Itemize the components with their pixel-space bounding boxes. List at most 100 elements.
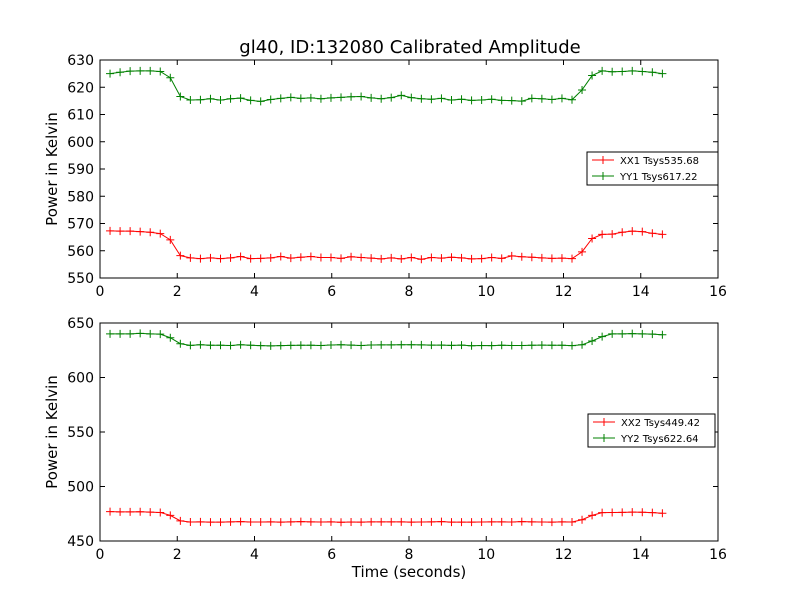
data-point-marker bbox=[598, 66, 607, 75]
data-point-marker bbox=[477, 96, 486, 105]
data-point-marker bbox=[276, 252, 285, 261]
data-point-marker bbox=[347, 92, 356, 101]
data-point-marker bbox=[166, 511, 175, 520]
y-tick-label: 620 bbox=[67, 80, 94, 96]
data-point-marker bbox=[447, 96, 456, 105]
series-xx1 bbox=[106, 226, 667, 264]
y-axis-label: Power in Kelvin bbox=[43, 112, 61, 226]
data-point-marker bbox=[628, 227, 637, 236]
data-point-marker bbox=[367, 517, 376, 526]
data-point-marker bbox=[467, 96, 476, 105]
data-point-marker bbox=[276, 94, 285, 103]
data-point-marker bbox=[578, 515, 587, 524]
data-point-marker bbox=[608, 508, 617, 517]
data-point-marker bbox=[568, 95, 576, 104]
data-point-marker bbox=[618, 329, 627, 338]
data-point-marker bbox=[246, 254, 255, 263]
x-tick-label: 2 bbox=[173, 547, 182, 563]
data-point-marker bbox=[176, 516, 185, 525]
data-point-marker bbox=[417, 340, 426, 349]
data-point-marker bbox=[296, 341, 305, 350]
data-point-marker bbox=[216, 254, 225, 263]
data-point-marker bbox=[568, 341, 576, 350]
data-point-marker bbox=[527, 253, 536, 262]
data-point-marker bbox=[276, 518, 285, 527]
data-point-marker bbox=[557, 94, 566, 103]
data-point-marker bbox=[487, 341, 496, 350]
legend-label: YY1 Tsys617.22 bbox=[619, 172, 698, 183]
y-tick-label: 450 bbox=[67, 534, 94, 550]
data-point-marker bbox=[557, 517, 566, 526]
data-point-marker bbox=[326, 93, 335, 102]
data-point-marker bbox=[638, 67, 647, 76]
data-point-marker bbox=[146, 329, 155, 338]
data-point-marker bbox=[367, 93, 376, 102]
data-point-marker bbox=[387, 253, 396, 262]
data-point-marker bbox=[648, 508, 657, 517]
data-point-marker bbox=[166, 73, 175, 82]
data-point-marker bbox=[437, 94, 446, 103]
data-point-marker bbox=[427, 95, 436, 104]
data-point-marker bbox=[106, 329, 115, 338]
data-point-marker bbox=[347, 252, 356, 261]
data-point-marker bbox=[377, 254, 386, 263]
data-point-marker bbox=[347, 518, 356, 527]
data-point-marker bbox=[407, 93, 416, 102]
data-point-marker bbox=[206, 94, 215, 103]
data-point-marker bbox=[156, 330, 165, 339]
data-point-marker bbox=[116, 329, 125, 338]
data-point-marker bbox=[638, 508, 647, 517]
data-point-marker bbox=[126, 507, 135, 516]
data-point-marker bbox=[497, 517, 506, 526]
data-point-marker bbox=[507, 341, 516, 350]
data-point-marker bbox=[588, 336, 597, 345]
data-point-marker bbox=[286, 254, 295, 263]
x-tick-label: 6 bbox=[327, 547, 336, 563]
data-point-marker bbox=[407, 340, 416, 349]
data-point-marker bbox=[397, 340, 406, 349]
legend-label: YY2 Tsys622.64 bbox=[620, 434, 699, 445]
lower-subplot: 0 2 4 6 8 10 12 14 16 450 500 550 600 650 Power in Kel… bbox=[43, 316, 727, 581]
data-point-marker bbox=[517, 341, 526, 350]
data-point-marker bbox=[578, 340, 587, 349]
legend: XX1 Tsys535.68 YY1 Tsys617.22 bbox=[586, 151, 719, 186]
x-tick-label: 10 bbox=[477, 284, 495, 300]
data-point-marker bbox=[367, 254, 376, 263]
chart-title: gl40, ID:132080 Calibrated Amplitude bbox=[239, 37, 580, 58]
data-point-marker bbox=[568, 254, 576, 263]
data-point-marker bbox=[196, 340, 205, 349]
data-point-marker bbox=[578, 247, 587, 256]
data-point-marker bbox=[116, 507, 125, 516]
x-tick-label: 10 bbox=[477, 547, 495, 563]
data-point-marker bbox=[547, 95, 556, 104]
data-point-marker bbox=[286, 93, 295, 102]
data-point-marker bbox=[377, 340, 386, 349]
legend-label: XX2 Tsys449.42 bbox=[621, 418, 700, 429]
data-point-marker bbox=[296, 517, 305, 526]
data-point-marker bbox=[337, 254, 346, 263]
x-tick-label: 14 bbox=[632, 547, 650, 563]
data-point-marker bbox=[407, 253, 416, 262]
data-point-marker bbox=[226, 253, 235, 262]
data-point-marker bbox=[326, 253, 335, 262]
x-tick-label: 0 bbox=[96, 547, 105, 563]
data-point-marker bbox=[648, 229, 657, 238]
y-tick-label: 550 bbox=[67, 425, 94, 441]
data-point-marker bbox=[166, 235, 175, 244]
data-point-marker bbox=[216, 518, 225, 527]
data-point-marker bbox=[497, 341, 506, 350]
y-tick-label: 550 bbox=[67, 271, 94, 287]
data-point-marker bbox=[326, 517, 335, 526]
data-point-marker bbox=[628, 66, 637, 75]
data-point-marker bbox=[387, 340, 396, 349]
data-point-marker bbox=[557, 341, 566, 350]
data-point-marker bbox=[156, 229, 165, 238]
data-point-marker bbox=[316, 253, 325, 262]
data-point-marker bbox=[206, 518, 215, 527]
data-point-marker bbox=[136, 66, 145, 75]
x-axis-label: Time (seconds) bbox=[351, 563, 467, 581]
data-point-marker bbox=[196, 254, 205, 263]
y-tick-label: 560 bbox=[67, 244, 94, 260]
